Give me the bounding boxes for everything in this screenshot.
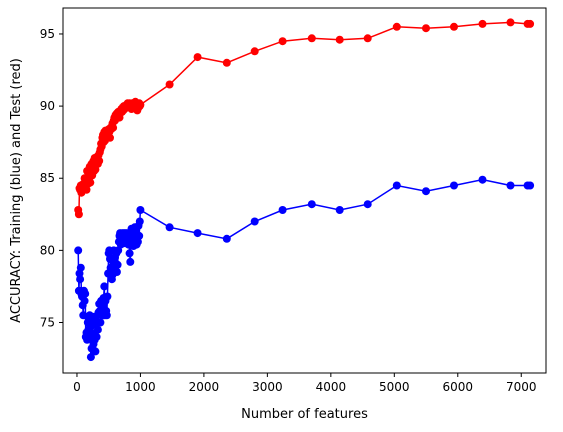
data-point xyxy=(526,19,535,28)
data-point xyxy=(363,200,372,209)
data-point xyxy=(113,260,122,269)
plot-frame xyxy=(62,7,547,374)
data-point xyxy=(165,80,174,89)
data-point xyxy=(95,156,104,165)
data-point xyxy=(86,353,95,362)
data-point xyxy=(86,178,95,187)
data-point xyxy=(335,206,344,214)
data-point xyxy=(392,181,401,190)
data-point xyxy=(96,318,105,327)
x-axis-ticks: 0 1000 2000 3000 4000 5000 6000 7000 xyxy=(73,373,537,394)
y-axis-ticks: 75 80 85 90 95 xyxy=(40,27,63,330)
data-point xyxy=(450,181,458,190)
data-point xyxy=(135,217,144,226)
x-tick-label: 1000 xyxy=(125,380,156,394)
data-point xyxy=(307,34,316,43)
data-point xyxy=(126,257,135,266)
series-0 xyxy=(74,175,535,362)
data-point xyxy=(335,35,344,44)
y-axis-label: ACCURACY: Training (blue) and Test (red) xyxy=(9,58,24,323)
x-tick-label: 6000 xyxy=(443,380,474,394)
data-point xyxy=(76,263,85,272)
data-point xyxy=(93,325,102,334)
data-point xyxy=(125,249,134,258)
data-point xyxy=(135,231,144,240)
data-point xyxy=(278,37,287,46)
series-line xyxy=(77,21,531,215)
y-tick-label: 75 xyxy=(40,316,55,330)
data-point xyxy=(100,282,109,291)
data-point xyxy=(478,19,487,28)
x-tick-label: 3000 xyxy=(252,380,283,394)
data-point xyxy=(102,311,111,320)
data-point xyxy=(250,47,259,56)
x-tick-label: 5000 xyxy=(379,380,410,394)
data-point xyxy=(422,187,430,196)
data-point xyxy=(79,311,88,320)
x-tick-label: 2000 xyxy=(189,380,220,394)
data-point xyxy=(92,332,101,341)
data-point xyxy=(222,234,231,243)
data-point xyxy=(112,268,121,276)
y-tick-label: 85 xyxy=(40,171,55,185)
data-point xyxy=(450,22,458,31)
data-point xyxy=(109,123,118,132)
series-layer xyxy=(74,18,535,362)
data-point xyxy=(506,181,515,190)
data-point xyxy=(136,100,145,109)
data-point xyxy=(193,229,202,238)
data-point xyxy=(250,217,259,226)
x-tick-label: 0 xyxy=(73,380,81,394)
series-1 xyxy=(74,18,535,219)
data-point xyxy=(80,296,89,305)
data-point xyxy=(478,175,487,184)
data-point xyxy=(91,347,100,356)
series-line xyxy=(77,178,531,358)
data-point xyxy=(222,58,231,67)
data-point xyxy=(76,275,85,284)
x-axis-label: Number of features xyxy=(241,407,368,422)
data-point xyxy=(103,292,112,301)
y-tick-label: 95 xyxy=(40,27,55,41)
data-point xyxy=(363,34,372,43)
x-tick-label: 4000 xyxy=(316,380,347,394)
data-point xyxy=(74,210,83,219)
data-point xyxy=(136,206,145,214)
data-point xyxy=(106,133,114,142)
y-tick-label: 90 xyxy=(40,99,55,113)
y-tick-label: 80 xyxy=(40,243,55,257)
data-point xyxy=(392,22,401,31)
data-point xyxy=(506,18,515,27)
data-point xyxy=(278,206,287,214)
data-point xyxy=(526,181,535,190)
data-point xyxy=(307,200,316,209)
data-point xyxy=(165,223,174,232)
data-point xyxy=(74,246,83,255)
data-point xyxy=(193,53,202,62)
data-point xyxy=(422,24,430,33)
data-point xyxy=(81,289,90,298)
x-tick-label: 7000 xyxy=(506,380,537,394)
